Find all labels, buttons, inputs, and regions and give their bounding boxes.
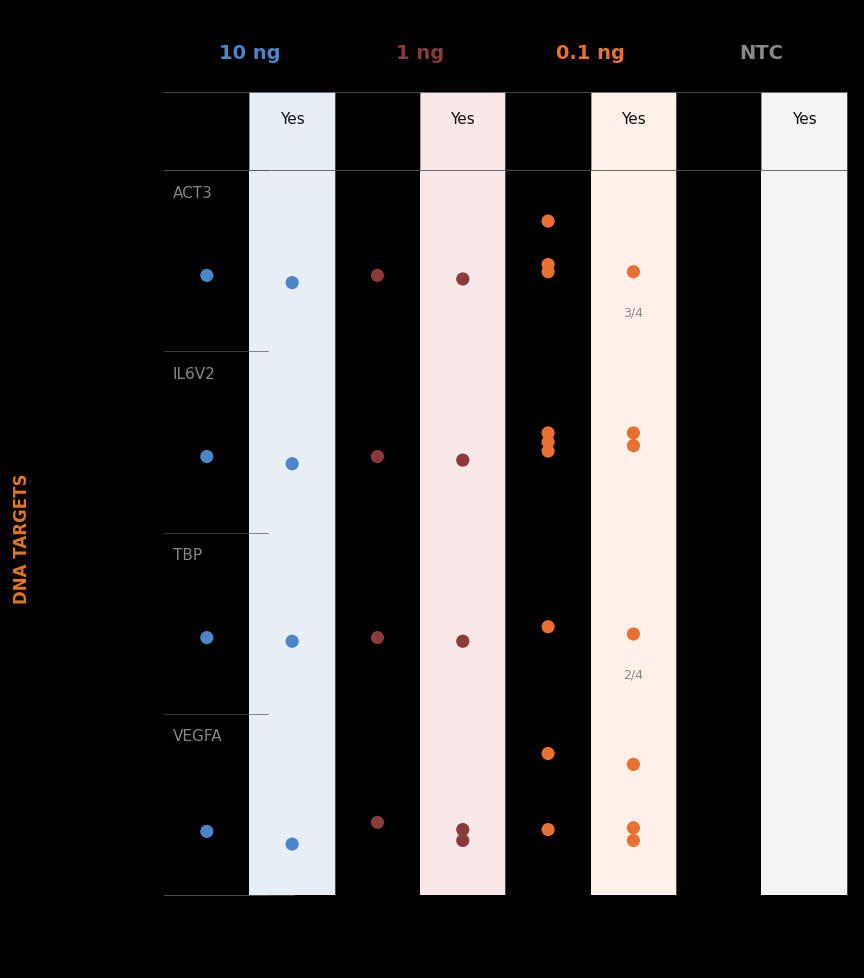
Point [541,435,555,451]
Point [456,833,470,849]
Point [626,438,640,454]
Text: Yes: Yes [450,111,475,127]
Point [285,276,299,291]
Bar [420,93,505,895]
Point [200,823,213,839]
Point [541,265,555,281]
Point [541,619,555,635]
Point [285,457,299,472]
Text: IL6V2: IL6V2 [173,367,215,381]
Point [371,630,384,645]
Point [626,757,640,773]
Point [626,821,640,836]
Text: NTC: NTC [740,44,784,64]
Point [456,272,470,288]
Point [456,634,470,649]
Text: 10 ng: 10 ng [219,44,280,64]
Point [285,836,299,852]
Text: VEGFA: VEGFA [173,729,222,743]
Point [371,268,384,284]
Text: 3/4: 3/4 [624,306,644,319]
Point [626,627,640,643]
Text: Yes: Yes [280,111,304,127]
Bar [250,93,335,895]
Text: Yes: Yes [791,111,816,127]
Text: DNA TARGETS: DNA TARGETS [13,472,30,603]
Point [456,453,470,468]
Bar [761,93,847,895]
Point [541,444,555,460]
Point [626,425,640,441]
Text: 0.1 ng: 0.1 ng [556,44,626,64]
Point [200,630,213,645]
Text: Yes: Yes [621,111,645,127]
Text: TBP: TBP [173,548,202,562]
Point [541,214,555,230]
Point [541,257,555,273]
Point [371,815,384,830]
Point [371,449,384,465]
Text: 1 ng: 1 ng [396,44,444,64]
Text: 2/4: 2/4 [624,668,644,681]
Point [456,822,470,837]
Text: ACT3: ACT3 [173,186,213,200]
Point [626,833,640,849]
Point [541,425,555,441]
Point [626,265,640,281]
Point [285,634,299,649]
Point [541,746,555,762]
Point [541,822,555,837]
Point [200,449,213,465]
Point [200,268,213,284]
Bar [591,93,676,895]
